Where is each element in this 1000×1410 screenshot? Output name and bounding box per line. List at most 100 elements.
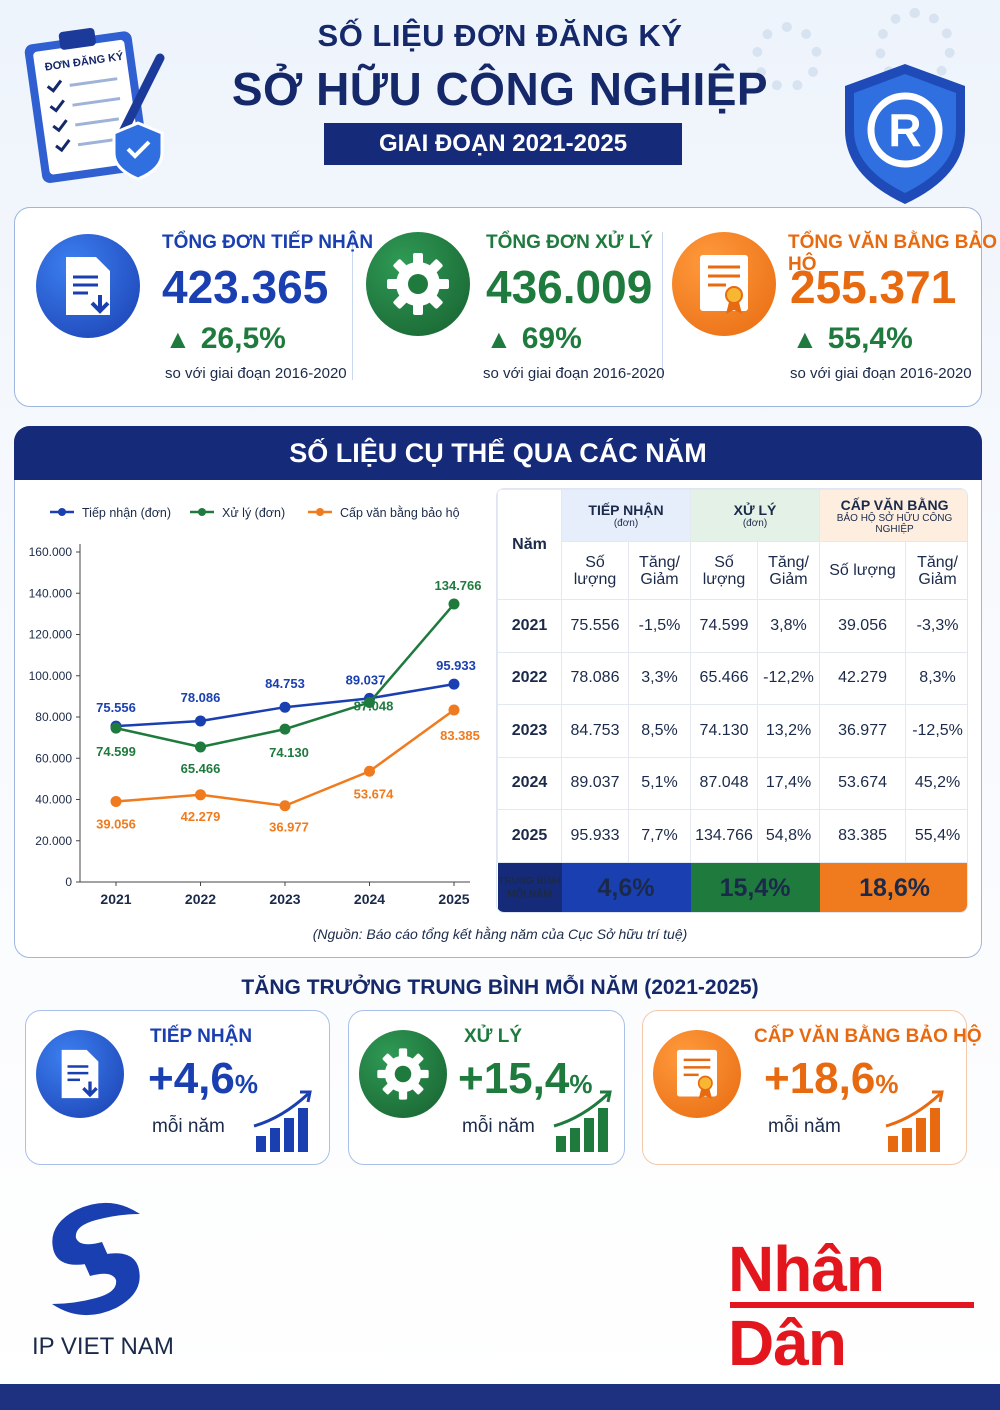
- summary-note-received: so với giai đoạn 2016-2020: [165, 365, 347, 382]
- table-cell: 65.466: [690, 651, 759, 705]
- table-cell-year: 2022: [497, 651, 562, 705]
- table-avg-received: 4,6%: [561, 862, 691, 912]
- table-cell: 42.279: [819, 651, 907, 705]
- data-label: 84.753: [265, 676, 305, 691]
- legend-marker: [198, 508, 206, 516]
- header-period-badge: GIAI ĐOẠN 2021-2025: [324, 123, 682, 165]
- data-point: [279, 723, 291, 735]
- legend-marker: [58, 508, 66, 516]
- table-cell: -12,2%: [757, 651, 821, 705]
- summary-note-granted: so với giai đoạn 2016-2020: [790, 365, 972, 382]
- gear-decoration: [752, 22, 822, 92]
- growth-bars-icon: [253, 1090, 312, 1152]
- data-label: 75.556: [96, 700, 136, 715]
- table-avg-granted: 18,6%: [819, 862, 967, 912]
- data-point: [279, 800, 291, 812]
- table-cell: 45,2%: [905, 756, 967, 810]
- x-tick-label: 2023: [269, 891, 300, 907]
- arrow-up-icon: ▲: [165, 323, 191, 354]
- growth-label-granted: CẤP VĂN BẰNG BẢO HỘ: [754, 1026, 982, 1047]
- growth-title: TĂNG TRƯỞNG TRUNG BÌNH MỖI NĂM (2021-202…: [241, 976, 759, 999]
- table-cell: 87.048: [690, 756, 759, 810]
- table-row: 2025 95.933 7,7% 134.766 54,8% 83.385 55,4%: [497, 809, 967, 863]
- ip-vietnam-logo: [52, 1202, 140, 1316]
- arrow-up-icon: ▲: [486, 323, 512, 354]
- data-point: [448, 598, 460, 610]
- table-cell: -12,5%: [905, 704, 967, 758]
- data-label: 87.048: [354, 698, 394, 713]
- section-title: SỐ LIỆU CỤ THỂ QUA CÁC NĂM: [14, 426, 982, 480]
- y-tick-label: 80.000: [35, 710, 72, 724]
- document-download-icon: [36, 234, 140, 338]
- data-label: 134.766: [435, 578, 482, 593]
- summary-pct-received: ▲ 26,5%: [165, 322, 286, 355]
- table-col-qty: Số lượng: [819, 541, 907, 600]
- table-cell: 8,3%: [905, 651, 967, 705]
- source-note: (Nguồn: Báo cáo tổng kết hằng năm của Cụ…: [312, 926, 688, 942]
- footer-bar: [0, 1384, 1000, 1410]
- table-cell: 3,8%: [757, 599, 821, 653]
- table-col-change: Tăng/ Giảm: [905, 541, 967, 600]
- data-label: 36.977: [269, 820, 309, 835]
- data-point: [195, 741, 206, 753]
- data-label: 74.130: [269, 745, 309, 760]
- y-tick-label: 0: [65, 875, 72, 889]
- table-cell: 75.556: [561, 599, 629, 653]
- y-tick-label: 20.000: [35, 834, 72, 848]
- registered-trademark-shield-icon: R: [835, 58, 975, 208]
- data-point: [448, 704, 460, 716]
- table-cell: 89.037: [561, 756, 629, 810]
- legend-marker: [316, 508, 324, 516]
- table-cell: 53.674: [819, 756, 907, 810]
- table-group-received: TIẾP NHẬN (đơn): [560, 489, 692, 542]
- table-cell: 36.977: [819, 704, 907, 758]
- growth-value-granted: +18,6%: [764, 1054, 899, 1103]
- data-label: 39.056: [96, 816, 136, 831]
- growth-label-received: TIẾP NHẬN: [150, 1026, 253, 1047]
- table-cell: -1,5%: [627, 599, 692, 653]
- growth-bars-icon: [553, 1090, 612, 1152]
- x-tick-label: 2021: [100, 891, 131, 907]
- certificate-icon: [653, 1030, 741, 1118]
- summary-value-processed: 436.009: [486, 261, 653, 313]
- table-header-year: Năm: [497, 489, 562, 600]
- data-table-grid: Năm TIẾP NHẬN (đơn) XỬ LÝ (đơn) CẤP VĂN …: [497, 489, 967, 912]
- table-cell-year: 2021: [497, 599, 562, 653]
- summary-value-granted: 255.371: [790, 261, 957, 313]
- table-cell: 54,8%: [757, 809, 821, 863]
- summary-divider: [662, 232, 663, 380]
- table-avg-processed: 15,4%: [690, 862, 820, 912]
- table-cell: 83.385: [819, 809, 907, 863]
- data-table: Năm TIẾP NHẬN (đơn) XỬ LÝ (đơn) CẤP VĂN …: [496, 488, 968, 913]
- summary-pct-processed: ▲ 69%: [486, 322, 582, 355]
- summary-divider: [352, 232, 353, 380]
- x-tick-label: 2024: [354, 891, 385, 907]
- gear-icon: [359, 1030, 447, 1118]
- nhan-dan-underline: [730, 1302, 974, 1308]
- certificate-icon: [672, 232, 776, 336]
- table-cell: 5,1%: [627, 756, 692, 810]
- data-label: 95.933: [436, 658, 476, 673]
- data-point: [195, 789, 206, 801]
- growth-bars-icon: [885, 1090, 944, 1152]
- shield-letter: R: [888, 104, 921, 156]
- table-row: 2023 84.753 8,5% 74.130 13,2% 36.977 -12,5%: [497, 704, 967, 758]
- table-cell: 13,2%: [757, 704, 821, 758]
- data-point: [110, 795, 122, 807]
- legend-label: Xử lý (đơn): [222, 506, 285, 520]
- data-point: [279, 701, 291, 713]
- legend-label: Tiếp nhận (đơn): [82, 506, 171, 520]
- table-cell: 78.086: [561, 651, 629, 705]
- data-label: 65.466: [181, 761, 221, 776]
- growth-note-granted: mỗi năm: [768, 1116, 841, 1137]
- table-cell-year: 2025: [497, 809, 562, 863]
- table-cell: 3,3%: [627, 651, 692, 705]
- growth-note-received: mỗi năm: [152, 1116, 225, 1137]
- table-cell: 74.599: [690, 599, 759, 653]
- summary-title-received: TỔNG ĐƠN TIẾP NHẬN: [162, 232, 374, 253]
- table-group-granted: CẤP VĂN BẰNG BẢO HỘ SỞ HỮU CÔNG NGHIỆP: [819, 489, 967, 542]
- data-label: 74.599: [96, 744, 136, 759]
- table-cell: 7,7%: [627, 809, 692, 863]
- table-cell: 84.753: [561, 704, 629, 758]
- table-col-qty: Số lượng: [561, 541, 629, 600]
